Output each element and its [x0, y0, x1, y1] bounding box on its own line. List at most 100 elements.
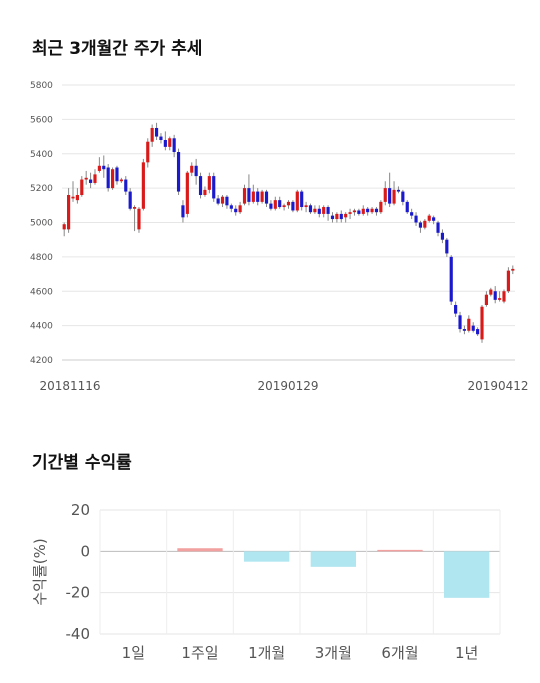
candle-body: [388, 188, 392, 204]
candle-body: [467, 318, 471, 331]
candle-body: [291, 201, 295, 211]
candle-body: [159, 136, 163, 140]
return-x-tick-label: 6개월: [381, 644, 418, 662]
return-y-tick-label: -40: [66, 625, 91, 643]
candle-body: [304, 205, 308, 208]
candle-body: [220, 196, 225, 204]
candle-body: [176, 152, 181, 192]
candle-body: [264, 191, 269, 204]
candle-body: [493, 291, 497, 300]
candle-body: [348, 212, 352, 214]
candle-body: [212, 176, 216, 199]
candle-body: [62, 224, 66, 230]
candle-body: [260, 191, 264, 202]
candle-body: [150, 127, 154, 142]
candle-body: [102, 165, 106, 170]
return-bar: [177, 548, 223, 552]
price-chart-title: 최근 3개월간 주가 추세: [32, 39, 203, 59]
candle-body: [256, 191, 260, 202]
candle-body: [216, 198, 220, 204]
candle-body: [278, 200, 282, 208]
candle-body: [427, 215, 431, 221]
price-y-tick-label: 4200: [30, 356, 53, 366]
candle-body: [339, 213, 343, 220]
candle-body: [128, 191, 132, 209]
candle-body: [225, 196, 229, 206]
candle-body: [168, 138, 172, 147]
price-y-tick-label: 5000: [30, 219, 53, 229]
candle-body: [141, 162, 145, 209]
candle-body: [484, 294, 488, 305]
candle-body: [418, 222, 423, 228]
return-x-tick-label: 1주일: [181, 644, 218, 662]
candle-body: [344, 213, 348, 218]
return-bar: [310, 551, 356, 567]
return-y-axis-label: 수익률(%): [31, 538, 49, 605]
candle-body: [440, 232, 445, 240]
return-y-tick-label: 0: [80, 542, 90, 560]
price-x-tick-label: 20190129: [257, 379, 318, 393]
candle-body: [295, 191, 299, 211]
candle-body: [423, 220, 427, 228]
candle-body: [234, 208, 238, 213]
candle-body: [352, 210, 357, 213]
candle-body: [506, 270, 510, 292]
candle-body: [71, 196, 75, 199]
price-y-tick-label: 4600: [30, 287, 53, 297]
return-bar: [244, 551, 290, 562]
return-bar: [377, 549, 423, 552]
candle-body: [458, 315, 462, 330]
candle-body: [124, 179, 128, 192]
candle-body: [247, 188, 251, 202]
candle-body: [405, 201, 409, 213]
candle-body: [97, 165, 101, 171]
return-y-tick-label: 20: [71, 501, 90, 519]
candle-body: [80, 179, 84, 195]
candle-body: [317, 208, 321, 214]
candle-body: [115, 167, 119, 182]
candle-body: [75, 195, 79, 201]
return-x-tick-label: 1일: [122, 644, 145, 662]
candle-body: [198, 176, 203, 195]
candle-body: [251, 191, 255, 202]
price-x-tick-label: 20181116: [39, 379, 100, 393]
candle-body: [374, 208, 379, 213]
candle-body: [436, 222, 440, 233]
candle-body: [89, 179, 93, 183]
candle-body: [194, 165, 198, 177]
candle-body: [181, 205, 185, 218]
candle-body: [137, 208, 141, 230]
candle-body: [322, 207, 326, 214]
candle-body: [449, 256, 453, 302]
candle-body: [190, 165, 194, 173]
candle-body: [282, 205, 286, 208]
return-x-tick-label: 1년: [455, 644, 478, 662]
return-x-tick-label: 1개월: [248, 644, 285, 662]
candle-body: [207, 176, 211, 190]
candle-body: [489, 289, 493, 295]
candle-body: [273, 200, 277, 209]
candle-body: [476, 329, 480, 335]
price-y-tick-label: 5600: [30, 115, 53, 125]
candle-body: [511, 268, 515, 271]
candle-body: [84, 177, 88, 180]
candle-body: [462, 329, 467, 331]
candle-body: [106, 167, 110, 189]
return-bar: [444, 551, 490, 598]
candle-body: [366, 208, 370, 213]
price-y-tick-label: 4400: [30, 322, 53, 332]
price-x-tick-label: 20190412: [467, 379, 528, 393]
price-candlestick-chart: 4200 4400 4600 4800 5000 5200 5400 5600 5800 2018…: [30, 81, 529, 393]
candle-body: [203, 189, 207, 195]
candle-body: [432, 217, 436, 221]
candle-body: [242, 188, 247, 204]
candle-body: [326, 207, 330, 214]
price-y-tick-label: 5800: [30, 81, 53, 91]
price-y-tick-label: 5200: [30, 184, 53, 194]
candle-body: [383, 188, 387, 202]
candle-body: [396, 189, 401, 192]
candle-body: [119, 179, 123, 182]
candle-body: [445, 239, 449, 254]
price-y-tick-label: 5400: [30, 150, 53, 160]
